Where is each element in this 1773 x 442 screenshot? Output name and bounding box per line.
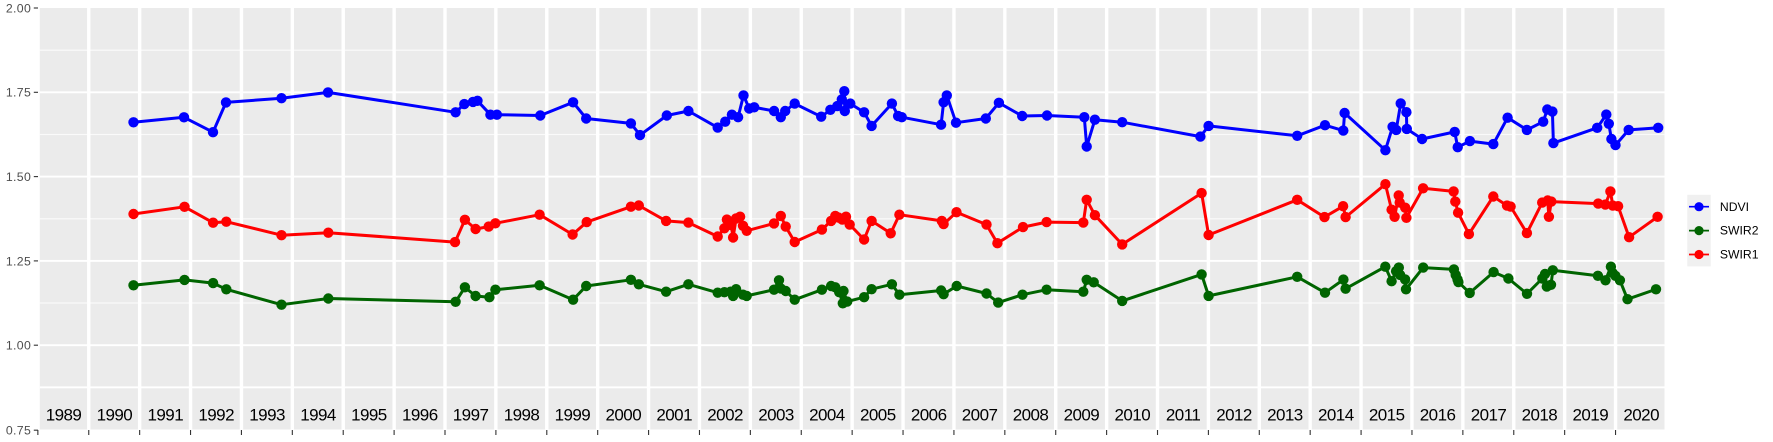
svg-text:1989: 1989 [46, 405, 82, 424]
svg-text:1998: 1998 [504, 405, 540, 424]
svg-text:2.00: 2.00 [6, 1, 31, 15]
svg-text:1993: 1993 [249, 405, 285, 424]
svg-text:1999: 1999 [555, 405, 591, 424]
svg-text:2006: 2006 [911, 405, 947, 424]
svg-text:2012: 2012 [1216, 405, 1252, 424]
svg-text:SWIR1: SWIR1 [1720, 248, 1759, 262]
svg-text:2016: 2016 [1420, 405, 1456, 424]
svg-text:2001: 2001 [656, 405, 692, 424]
svg-text:2010: 2010 [1114, 405, 1150, 424]
svg-text:1994: 1994 [300, 405, 336, 424]
svg-text:2020: 2020 [1623, 405, 1659, 424]
svg-text:2011: 2011 [1166, 405, 1200, 424]
svg-text:0.75: 0.75 [6, 424, 31, 438]
svg-text:2002: 2002 [707, 405, 743, 424]
svg-text:2018: 2018 [1522, 405, 1558, 424]
svg-text:1.00: 1.00 [6, 339, 31, 353]
svg-text:1995: 1995 [351, 405, 387, 424]
svg-text:2004: 2004 [809, 405, 845, 424]
svg-text:2003: 2003 [758, 405, 794, 424]
svg-text:2008: 2008 [1013, 405, 1049, 424]
svg-text:1991: 1991 [147, 405, 183, 424]
svg-text:2015: 2015 [1369, 405, 1405, 424]
svg-text:2013: 2013 [1267, 405, 1303, 424]
svg-text:2000: 2000 [605, 405, 641, 424]
svg-text:1.50: 1.50 [6, 170, 31, 184]
svg-text:1.25: 1.25 [6, 254, 31, 268]
svg-text:2005: 2005 [860, 405, 896, 424]
svg-text:1997: 1997 [453, 405, 489, 424]
svg-text:2019: 2019 [1572, 405, 1608, 424]
svg-text:1.75: 1.75 [6, 86, 31, 100]
svg-text:1990: 1990 [97, 405, 133, 424]
svg-text:1996: 1996 [402, 405, 438, 424]
svg-text:1992: 1992 [198, 405, 234, 424]
svg-text:2009: 2009 [1064, 405, 1100, 424]
svg-text:2007: 2007 [962, 405, 998, 424]
svg-text:SWIR2: SWIR2 [1720, 224, 1759, 238]
svg-text:2014: 2014 [1318, 405, 1354, 424]
svg-text:NDVI: NDVI [1720, 200, 1749, 214]
svg-text:2017: 2017 [1471, 405, 1507, 424]
